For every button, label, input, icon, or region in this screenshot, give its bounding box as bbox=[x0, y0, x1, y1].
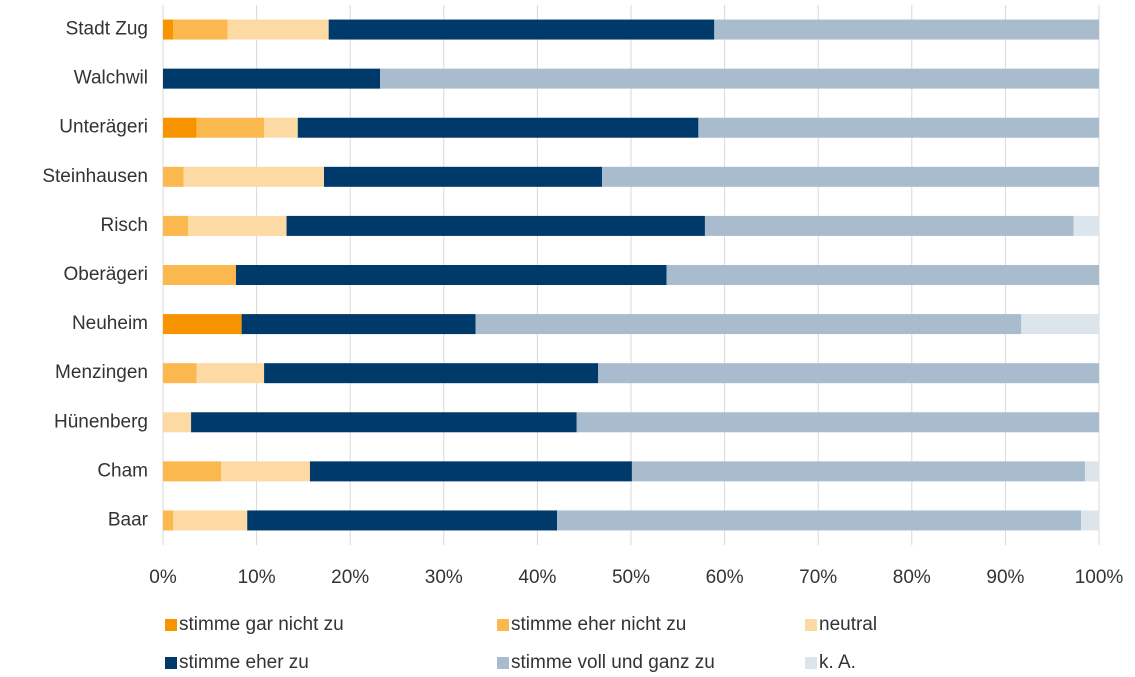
x-tick-label: 80% bbox=[893, 567, 931, 588]
x-tick-label: 0% bbox=[149, 567, 177, 588]
bar-segment bbox=[714, 19, 1099, 40]
y-tick-label: Risch bbox=[100, 215, 148, 236]
legend-label: stimme gar nicht zu bbox=[179, 614, 344, 635]
y-tick-label: Neuheim bbox=[72, 313, 148, 334]
bar-segment bbox=[173, 510, 248, 531]
bar-segment bbox=[163, 68, 381, 89]
legend-label: stimme voll und ganz zu bbox=[511, 652, 715, 673]
bar-segment bbox=[286, 215, 705, 236]
x-tick-label: 10% bbox=[238, 567, 276, 588]
bar-segment bbox=[1073, 215, 1099, 236]
x-tick-label: 70% bbox=[799, 567, 837, 588]
bar-segment bbox=[188, 215, 287, 236]
bar-segment bbox=[183, 166, 324, 187]
bar-segment bbox=[557, 510, 1082, 531]
bar-segment bbox=[241, 314, 476, 335]
bar-segment bbox=[163, 363, 197, 384]
bar-segment bbox=[196, 363, 265, 384]
y-tick-label: Unterägeri bbox=[59, 117, 148, 138]
x-tick-label: 30% bbox=[425, 567, 463, 588]
legend-label: neutral bbox=[819, 614, 877, 635]
bar-segment bbox=[576, 412, 1099, 433]
bar-segment bbox=[264, 363, 599, 384]
y-tick-label: Oberägeri bbox=[64, 264, 149, 285]
bar-segment bbox=[236, 265, 667, 285]
bar-segment bbox=[475, 314, 1022, 335]
bar-segment bbox=[328, 19, 715, 40]
bar-segment bbox=[323, 166, 602, 187]
bar-segment bbox=[380, 68, 1100, 89]
legend-label: k. A. bbox=[819, 652, 856, 673]
y-tick-label: Stadt Zug bbox=[66, 19, 148, 40]
legend-swatch bbox=[165, 657, 177, 669]
bar-segment bbox=[704, 215, 1074, 236]
bar-segment bbox=[163, 166, 184, 187]
x-tick-label: 90% bbox=[986, 567, 1024, 588]
x-tick-label: 20% bbox=[331, 567, 369, 588]
legend-swatch bbox=[497, 619, 509, 631]
bar-segment bbox=[191, 412, 577, 433]
bar-segment bbox=[601, 166, 1099, 187]
bar-segment bbox=[666, 265, 1099, 285]
bar-segment bbox=[1021, 314, 1099, 335]
x-tick-label: 60% bbox=[706, 567, 744, 588]
x-tick-label: 50% bbox=[612, 567, 650, 588]
y-tick-label: Hünenberg bbox=[54, 411, 148, 432]
bar-segment bbox=[163, 510, 174, 531]
bar-segment bbox=[227, 19, 329, 40]
y-tick-label: Menzingen bbox=[55, 362, 148, 383]
y-tick-label: Cham bbox=[97, 460, 148, 481]
bar-segment bbox=[309, 461, 632, 482]
legend-swatch bbox=[497, 657, 509, 669]
legend-label: stimme eher zu bbox=[179, 652, 309, 673]
y-tick-label: Baar bbox=[108, 509, 149, 530]
x-tick-label: 40% bbox=[518, 567, 556, 588]
bar-segment bbox=[698, 117, 1099, 138]
bar-segment bbox=[163, 19, 174, 40]
bar-segment bbox=[163, 461, 222, 482]
legend-swatch bbox=[165, 619, 177, 631]
legend-label: stimme eher nicht zu bbox=[511, 614, 686, 635]
bar-segment bbox=[163, 265, 237, 285]
x-tick-label: 100% bbox=[1075, 567, 1124, 588]
bar-segment bbox=[163, 215, 189, 236]
bar-segment bbox=[163, 412, 192, 433]
bar-segment bbox=[598, 363, 1099, 384]
bar-segment bbox=[1081, 510, 1099, 531]
bar-segment bbox=[221, 461, 310, 482]
bar-segment bbox=[1084, 461, 1099, 482]
bar-segment bbox=[173, 19, 228, 40]
bar-segment bbox=[264, 117, 298, 138]
legend-swatch bbox=[805, 619, 817, 631]
bar-segment bbox=[631, 461, 1085, 482]
y-tick-label: Steinhausen bbox=[42, 166, 148, 187]
bar-segment bbox=[297, 117, 699, 138]
bar-segment bbox=[163, 117, 197, 138]
bar-segment bbox=[196, 117, 265, 138]
y-tick-label: Walchwil bbox=[74, 68, 148, 89]
bar-segment bbox=[163, 314, 242, 335]
bar-segment bbox=[247, 510, 558, 531]
legend-swatch bbox=[805, 657, 817, 669]
